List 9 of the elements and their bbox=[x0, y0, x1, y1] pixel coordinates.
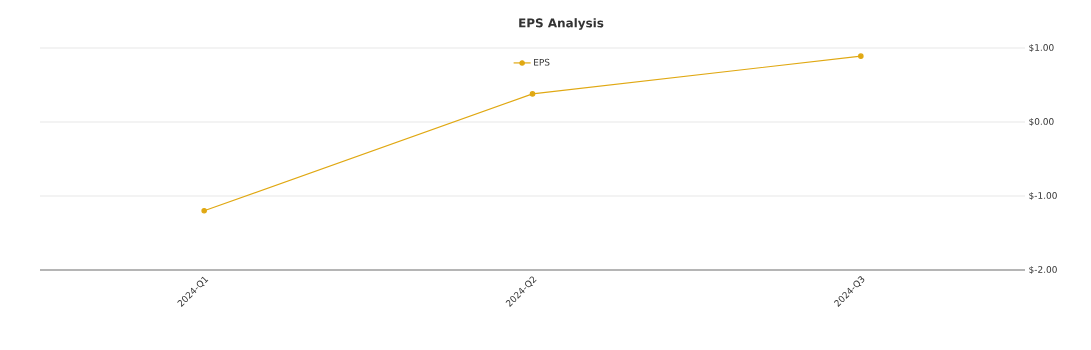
point bbox=[201, 208, 207, 214]
y-tick-label: $-2.00 bbox=[1029, 265, 1057, 275]
y-tick-label: $0.00 bbox=[1029, 117, 1054, 127]
point bbox=[529, 91, 536, 97]
chart-title: EPS Analysis bbox=[519, 18, 604, 30]
legend-label: EPS bbox=[534, 58, 550, 66]
y-tick-label: $1.00 bbox=[1029, 43, 1054, 53]
y-tick-label: $-1.00 bbox=[1029, 191, 1057, 201]
point bbox=[858, 53, 864, 59]
